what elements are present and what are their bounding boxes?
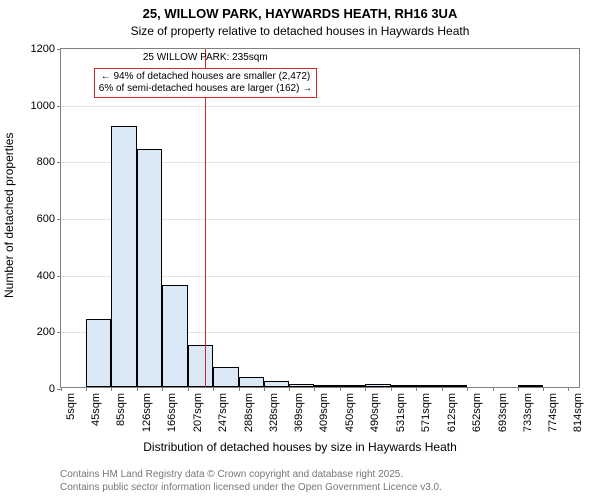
x-tick-mark <box>467 387 468 391</box>
footer-line-1: Contains HM Land Registry data © Crown c… <box>60 469 442 482</box>
annotation-title: 25 WILLOW PARK: 235sqm <box>143 52 268 63</box>
histogram-bar <box>213 367 239 387</box>
y-tick-mark <box>57 219 61 220</box>
x-tick-mark <box>568 387 569 391</box>
histogram-bar <box>86 319 111 387</box>
x-tick-label: 814sqm <box>572 393 584 432</box>
x-tick-label: 5sqm <box>65 393 77 420</box>
reference-line <box>205 49 206 387</box>
histogram-bar <box>162 285 188 387</box>
annotation-line-1: ← 94% of detached houses are smaller (2,… <box>99 71 312 83</box>
gridline <box>61 106 579 107</box>
histogram-bar <box>442 385 467 387</box>
x-tick-label: 328sqm <box>268 393 280 432</box>
plot-area: 0200400600800100012005sqm45sqm85sqm126sq… <box>60 48 580 388</box>
x-tick-label: 409sqm <box>318 393 330 432</box>
chart-footer: Contains HM Land Registry data © Crown c… <box>60 469 442 494</box>
x-tick-label: 288sqm <box>243 393 255 432</box>
x-tick-mark <box>543 387 544 391</box>
histogram-bar <box>188 345 213 388</box>
x-tick-mark <box>314 387 315 391</box>
x-tick-mark <box>188 387 189 391</box>
y-tick-label: 1000 <box>31 100 55 112</box>
x-tick-label: 571sqm <box>420 393 432 432</box>
y-tick-mark <box>57 49 61 50</box>
x-tick-label: 207sqm <box>192 393 204 432</box>
x-tick-mark <box>86 387 87 391</box>
y-tick-label: 200 <box>37 326 55 338</box>
x-tick-label: 166sqm <box>166 393 178 432</box>
histogram-bar <box>340 385 365 387</box>
y-tick-label: 800 <box>37 156 55 168</box>
x-tick-mark <box>137 387 138 391</box>
y-tick-mark <box>57 162 61 163</box>
y-tick-label: 1200 <box>31 43 55 55</box>
histogram-bar <box>416 385 442 387</box>
histogram-bar <box>239 377 264 387</box>
x-tick-label: 490sqm <box>369 393 381 432</box>
y-tick-label: 600 <box>37 213 55 225</box>
y-tick-label: 400 <box>37 270 55 282</box>
x-tick-label: 774sqm <box>547 393 559 432</box>
x-tick-label: 45sqm <box>90 393 102 426</box>
x-tick-label: 85sqm <box>115 393 127 426</box>
histogram-bar <box>264 381 290 387</box>
x-tick-label: 247sqm <box>217 393 229 432</box>
x-tick-mark <box>340 387 341 391</box>
histogram-bar <box>111 126 137 387</box>
y-axis-label: Number of detached properties <box>2 133 16 298</box>
x-tick-label: 652sqm <box>471 393 483 432</box>
x-tick-mark <box>289 387 290 391</box>
histogram-bar <box>137 149 162 387</box>
x-tick-label: 693sqm <box>497 393 509 432</box>
x-tick-label: 733sqm <box>522 393 534 432</box>
x-tick-mark <box>493 387 494 391</box>
y-tick-mark <box>57 332 61 333</box>
chart-subtitle: Size of property relative to detached ho… <box>0 24 600 38</box>
x-tick-mark <box>61 387 62 391</box>
x-tick-mark <box>239 387 240 391</box>
x-tick-label: 450sqm <box>344 393 356 432</box>
x-tick-mark <box>416 387 417 391</box>
histogram-bar <box>518 385 544 387</box>
annotation-line-2: 6% of semi-detached houses are larger (1… <box>99 83 312 95</box>
x-tick-mark <box>213 387 214 391</box>
footer-line-2: Contains public sector information licen… <box>60 482 442 495</box>
x-tick-label: 126sqm <box>141 393 153 432</box>
x-tick-mark <box>111 387 112 391</box>
x-tick-mark <box>264 387 265 391</box>
annotation-box: ← 94% of detached houses are smaller (2,… <box>94 68 317 98</box>
x-tick-mark <box>442 387 443 391</box>
y-tick-mark <box>57 106 61 107</box>
histogram-bar <box>391 385 416 387</box>
y-tick-label: 0 <box>49 383 55 395</box>
x-tick-mark <box>391 387 392 391</box>
histogram-bar <box>365 384 391 387</box>
x-tick-mark <box>365 387 366 391</box>
x-tick-mark <box>518 387 519 391</box>
x-axis-label: Distribution of detached houses by size … <box>0 440 600 454</box>
chart-title: 25, WILLOW PARK, HAYWARDS HEATH, RH16 3U… <box>0 6 600 21</box>
x-tick-label: 369sqm <box>293 393 305 432</box>
histogram-bar <box>289 384 314 387</box>
x-tick-label: 612sqm <box>446 393 458 432</box>
x-tick-mark <box>162 387 163 391</box>
histogram-bar <box>314 385 340 387</box>
x-tick-label: 531sqm <box>395 393 407 432</box>
y-tick-mark <box>57 276 61 277</box>
chart-stage: 25, WILLOW PARK, HAYWARDS HEATH, RH16 3U… <box>0 0 600 500</box>
